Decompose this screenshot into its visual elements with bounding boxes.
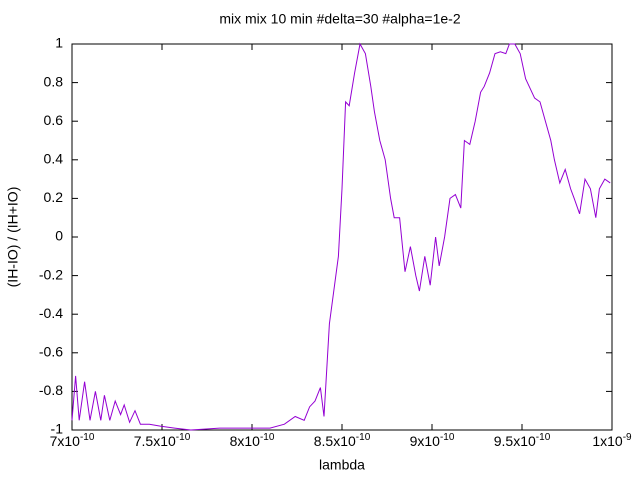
y-tick-label: 0	[55, 228, 63, 244]
x-tick-label: 9x10-10	[410, 432, 455, 449]
y-axis-label: (IH-IO) / (IH+IO)	[5, 187, 21, 288]
data-line	[71, 42, 611, 431]
x-tick-label: 9.5x10-10	[494, 432, 551, 449]
y-tick-label: 0.4	[44, 151, 64, 167]
x-tick-label: 8x10-10	[230, 432, 275, 449]
x-tick-label: 7.5x10-10	[134, 432, 191, 449]
chart-title: mix mix 10 min #delta=30 #alpha=1e-2	[219, 11, 460, 27]
y-tick-label: 0.2	[44, 189, 64, 205]
x-tick-label: 1x10-9	[592, 432, 632, 449]
x-tick-label: 7x10-10	[50, 432, 95, 449]
y-tick-label: 1	[55, 35, 63, 51]
x-axis-label: lambda	[319, 457, 365, 473]
x-tick-label: 8.5x10-10	[314, 432, 371, 449]
y-tick-label: 0.6	[44, 112, 64, 128]
y-tick-label: -0.8	[39, 382, 63, 398]
y-tick-label: -0.2	[39, 266, 63, 282]
y-tick-label: -0.6	[39, 344, 63, 360]
y-tick-label: 0.8	[44, 73, 64, 89]
y-tick-label: -1	[51, 421, 64, 437]
y-tick-label: -0.4	[39, 305, 63, 321]
